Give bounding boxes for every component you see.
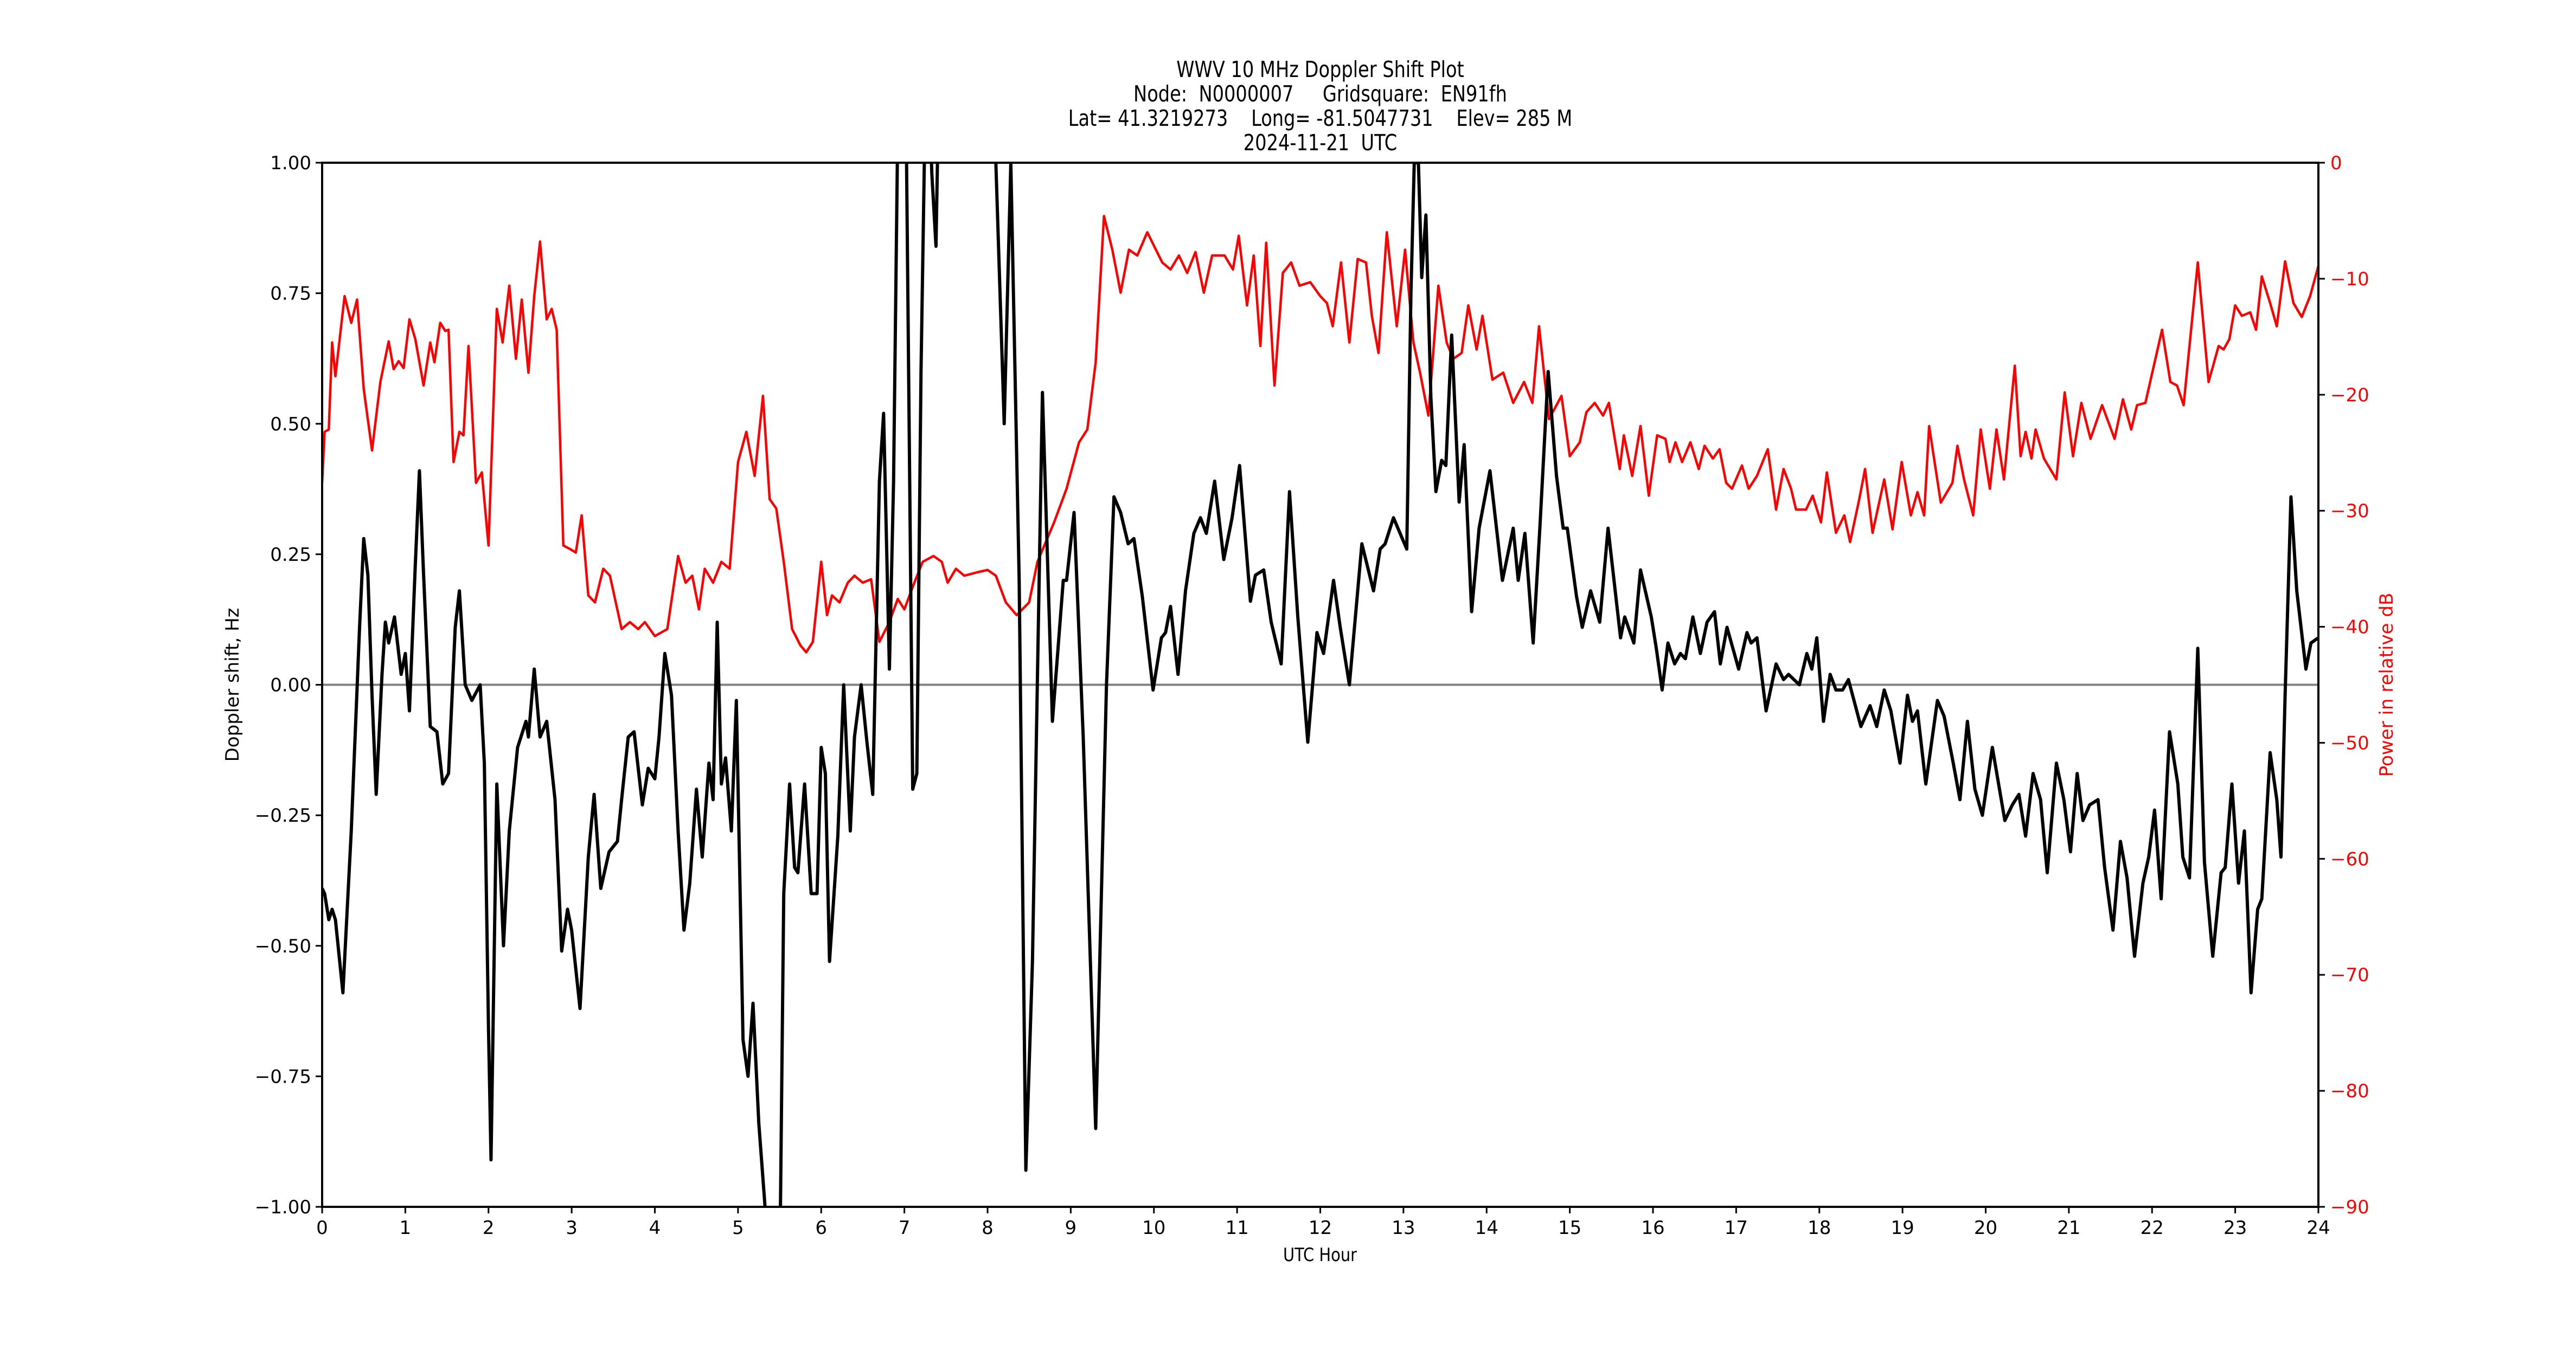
y2-tick-label: −40 — [2330, 617, 2369, 638]
chart-title: WWV 10 MHz Doppler Shift Plot — [1176, 56, 1464, 82]
x-tick-label: 9 — [1065, 1217, 1077, 1239]
y2-tick-label: −50 — [2330, 732, 2369, 754]
y-tick-label: 0.00 — [270, 675, 311, 696]
doppler-series-line — [322, 163, 2318, 1207]
x-tick-label: 7 — [899, 1217, 911, 1239]
x-tick-label: 8 — [982, 1217, 994, 1239]
x-tick-label: 10 — [1142, 1217, 1165, 1239]
chart-subtitle-location: Lat= 41.3219273 Long= -81.5047731 Elev= … — [1068, 105, 1573, 131]
x-tick-label: 21 — [2057, 1217, 2080, 1239]
x-axis-ticks: 0 1 2 3 4 5 6 7 8 9 10 11 12 13 14 15 16 17 18 19 20 21 22 23 24 — [316, 1207, 2330, 1239]
y2-tick-label: −30 — [2330, 501, 2369, 522]
y-tick-label: 0.75 — [270, 283, 311, 305]
y2-tick-label: −10 — [2330, 268, 2369, 290]
x-tick-label: 20 — [1974, 1217, 1997, 1239]
y-tick-label: 0.50 — [270, 413, 311, 435]
x-tick-label: 11 — [1225, 1217, 1248, 1239]
y-tick-label: −0.75 — [255, 1066, 311, 1088]
y-axis-label: Doppler shift, Hz — [222, 608, 243, 762]
x-tick-label: 3 — [566, 1217, 578, 1239]
x-tick-label: 15 — [1558, 1217, 1581, 1239]
x-tick-label: 18 — [1808, 1217, 1831, 1239]
x-tick-label: 19 — [1891, 1217, 1914, 1239]
x-tick-label: 2 — [483, 1217, 495, 1239]
x-tick-label: 23 — [2223, 1217, 2247, 1239]
x-tick-label: 22 — [2141, 1217, 2164, 1239]
y-tick-label: −1.00 — [255, 1197, 311, 1218]
y2-tick-label: −90 — [2330, 1197, 2369, 1218]
y-axis-ticks: 1.00 0.75 0.50 0.25 0.00 −0.25 −0.50 −0.75 −1.00 — [255, 152, 322, 1218]
x-tick-label: 16 — [1641, 1217, 1664, 1239]
x-tick-label: 24 — [2306, 1217, 2330, 1239]
power-series-line — [322, 215, 2318, 654]
x-tick-label: 12 — [1309, 1217, 1332, 1239]
y-tick-label: 0.25 — [270, 544, 311, 566]
x-tick-label: 5 — [732, 1217, 744, 1239]
x-tick-label: 6 — [815, 1217, 827, 1239]
x-tick-label: 0 — [316, 1217, 328, 1239]
y2-tick-label: −70 — [2330, 964, 2369, 986]
x-tick-label: 13 — [1392, 1217, 1415, 1239]
x-axis-label: UTC Hour — [1283, 1245, 1357, 1266]
y2-axis-ticks: 0 −10 −20 −30 −40 −50 −60 −70 −80 −90 — [2318, 152, 2369, 1218]
y-tick-label: −0.25 — [255, 805, 311, 827]
chart-subtitle-node: Node: N0000007 Gridsquare: EN91fh — [1133, 81, 1507, 107]
y2-tick-label: −20 — [2330, 385, 2369, 406]
x-tick-label: 14 — [1475, 1217, 1498, 1239]
y2-tick-label: −80 — [2330, 1080, 2369, 1102]
y-tick-label: −0.50 — [255, 936, 311, 957]
y2-tick-label: 0 — [2330, 152, 2342, 174]
x-tick-label: 17 — [1725, 1217, 1748, 1239]
y2-axis-label: Power in relative dB — [2376, 593, 2398, 777]
y-tick-label: 1.00 — [270, 152, 311, 174]
x-tick-label: 4 — [649, 1217, 661, 1239]
y2-tick-label: −60 — [2330, 848, 2369, 870]
chart-subtitle-date: 2024-11-21 UTC — [1243, 130, 1398, 156]
x-tick-label: 1 — [400, 1217, 412, 1239]
